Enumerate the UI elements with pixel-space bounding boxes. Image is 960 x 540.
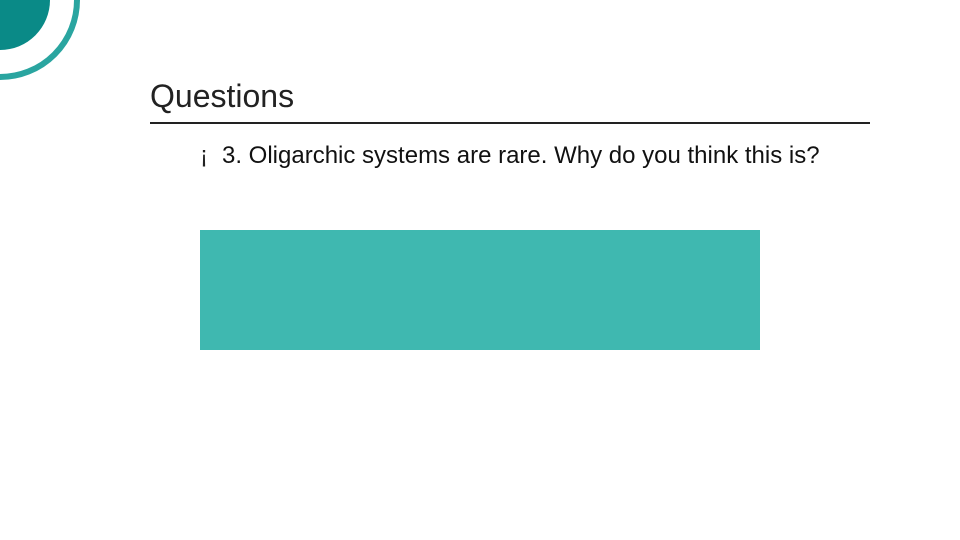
answer-cover-block xyxy=(200,230,760,350)
bullet-icon: ¡ xyxy=(200,140,208,172)
slide-title: Questions xyxy=(150,78,294,115)
bullet-row: ¡ 3. Oligarchic systems are rare. Why do… xyxy=(200,140,840,172)
question-text: 3. Oligarchic systems are rare. Why do y… xyxy=(222,140,820,172)
body-area: ¡ 3. Oligarchic systems are rare. Why do… xyxy=(200,140,840,172)
title-underline xyxy=(150,122,870,124)
